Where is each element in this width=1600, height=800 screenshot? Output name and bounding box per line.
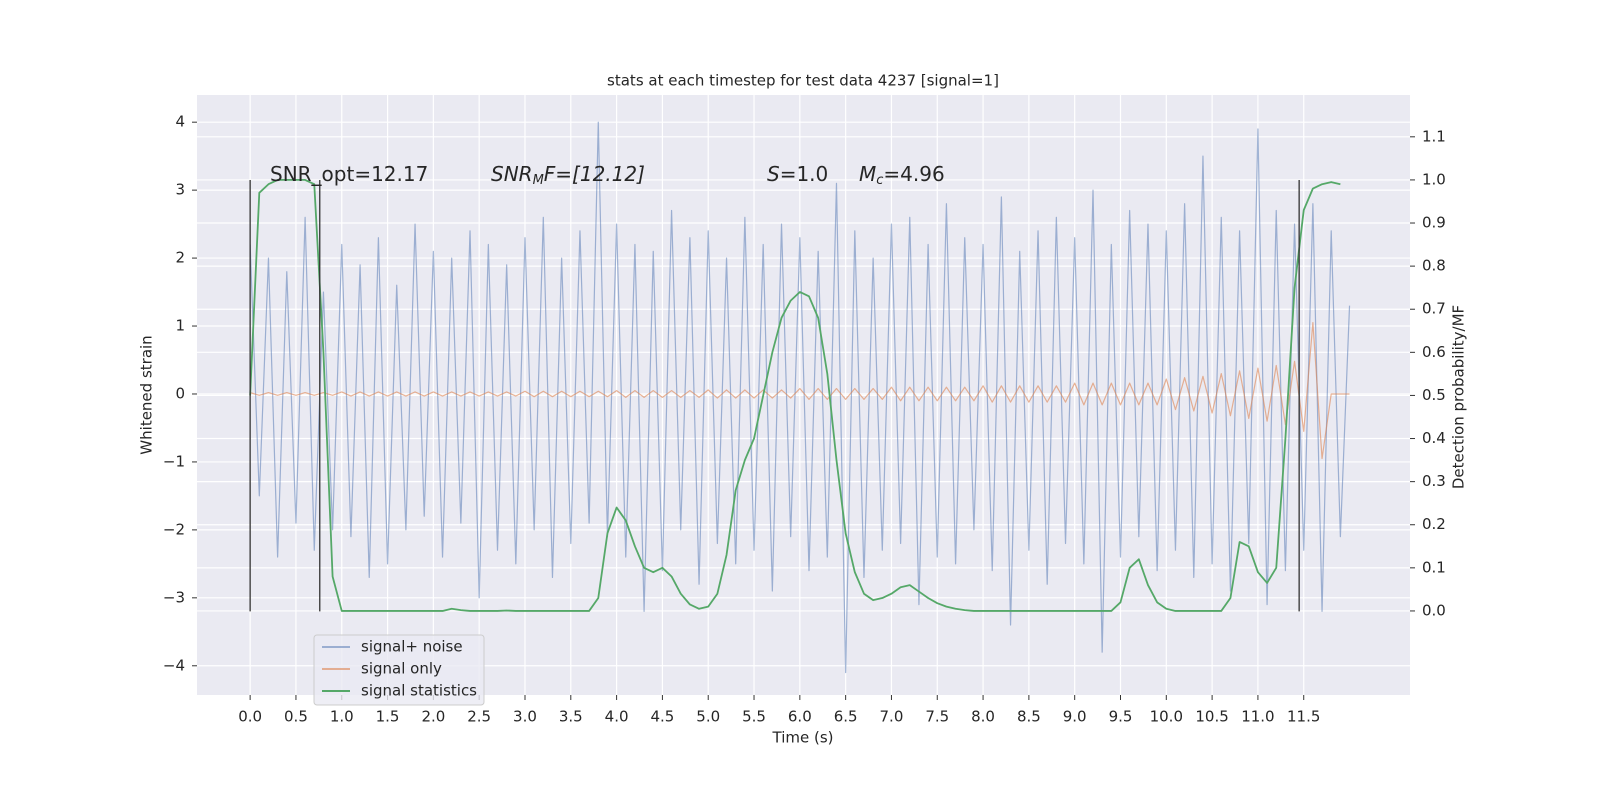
x-tick-label: 5.5 <box>742 708 766 726</box>
x-tick-label: 6.5 <box>834 708 858 726</box>
y2-tick-label: 0.6 <box>1422 343 1446 361</box>
y2-tick-label: 0.0 <box>1422 601 1446 619</box>
grid: 0.0 0.5 1.0 1.5 2.0 2.5 3.0 3.5 4.0 4.5 5.0 5.5 6.0 6… <box>163 95 1446 726</box>
x-axis-label: Time (s) <box>772 729 834 747</box>
series-line <box>249 179 1341 612</box>
y-axis-label: Whitened strain <box>138 335 156 454</box>
y2-tick-label: 0.7 <box>1422 300 1446 318</box>
y2-tick-label: 0.8 <box>1422 257 1446 275</box>
annotation: SNR_opt=12.17 <box>270 162 428 186</box>
x-tick-label: 11.0 <box>1241 708 1274 726</box>
annotation-text: =1.0 <box>780 162 829 186</box>
annotation-text: S <box>767 162 780 186</box>
annotation-text: M <box>859 162 876 186</box>
y-tick-label: −4 <box>163 656 185 674</box>
x-tick-label: 7.5 <box>925 708 949 726</box>
x-tick-label: 8.0 <box>971 708 995 726</box>
x-tick-label: 3.0 <box>513 708 537 726</box>
annotation-text: SNR_opt=12.17 <box>270 162 428 186</box>
annotation: SNRMF=[12.12] <box>491 162 645 188</box>
x-tick-label: 9.0 <box>1063 708 1087 726</box>
x-tick-label: 10.5 <box>1195 708 1228 726</box>
annotation-text: =4.96 <box>883 162 944 186</box>
y-tick-label: −2 <box>163 520 185 538</box>
legend-label: signal+ noise <box>361 638 463 656</box>
y2-tick-label: 0.4 <box>1422 429 1446 447</box>
x-tick-label: 4.0 <box>605 708 629 726</box>
annotation-text: F=[12.12] <box>544 162 645 186</box>
y2-tick-label: 0.1 <box>1422 558 1446 576</box>
series-line <box>249 121 1351 674</box>
y2-axis-label: Detection probability/MF <box>1450 305 1468 489</box>
annotation-text: M <box>533 173 544 188</box>
x-tick-label: 1.0 <box>330 708 354 726</box>
plot <box>249 121 1351 674</box>
y-tick-label: −3 <box>163 588 185 606</box>
y2-tick-label: 1.0 <box>1422 170 1446 188</box>
x-tick-label: 9.5 <box>1109 708 1133 726</box>
y2-tick-label: 0.5 <box>1422 386 1446 404</box>
legend-label: signal statistics <box>361 682 477 700</box>
y2-tick-label: 1.1 <box>1422 127 1446 145</box>
y-tick-label: 3 <box>175 181 185 199</box>
annotation-text: c <box>876 173 883 188</box>
annotations: SNR_opt=12.17 SNRMF=[12.12] S=1.0 Mc=4.9… <box>270 162 945 188</box>
series-line <box>249 322 1350 460</box>
x-tick-label: 7.0 <box>880 708 904 726</box>
y2-tick-label: 0.9 <box>1422 214 1446 232</box>
y-tick-label: 4 <box>175 113 185 131</box>
y2-tick-label: 0.2 <box>1422 515 1446 533</box>
y-tick-label: −1 <box>163 452 185 470</box>
x-tick-label: 0.5 <box>284 708 308 726</box>
x-tick-label: 0.0 <box>238 708 262 726</box>
x-tick-label: 4.5 <box>650 708 674 726</box>
y-tick-label: 1 <box>175 317 185 335</box>
annotation: Mc=4.96 <box>859 162 945 188</box>
legend: signal+ noise signal only signal statistic… <box>313 634 485 706</box>
y2-tick-label: 0.3 <box>1422 472 1446 490</box>
annotation-text: SNR <box>491 162 533 186</box>
x-tick-label: 11.5 <box>1287 708 1320 726</box>
x-tick-label: 8.5 <box>1017 708 1041 726</box>
chart-title: stats at each timestep for test data 423… <box>607 72 999 90</box>
x-tick-label: 2.5 <box>467 708 491 726</box>
annotation: S=1.0 <box>767 162 828 186</box>
legend-label: signal only <box>361 660 442 678</box>
x-tick-label: 10.0 <box>1150 708 1183 726</box>
x-tick-label: 1.5 <box>376 708 400 726</box>
x-tick-label: 3.5 <box>559 708 583 726</box>
legend-box <box>313 634 485 706</box>
x-tick-label: 5.0 <box>696 708 720 726</box>
x-tick-label: 6.0 <box>788 708 812 726</box>
y-tick-label: 2 <box>175 249 185 267</box>
x-tick-label: 2.0 <box>421 708 445 726</box>
y-tick-label: 0 <box>175 384 185 402</box>
